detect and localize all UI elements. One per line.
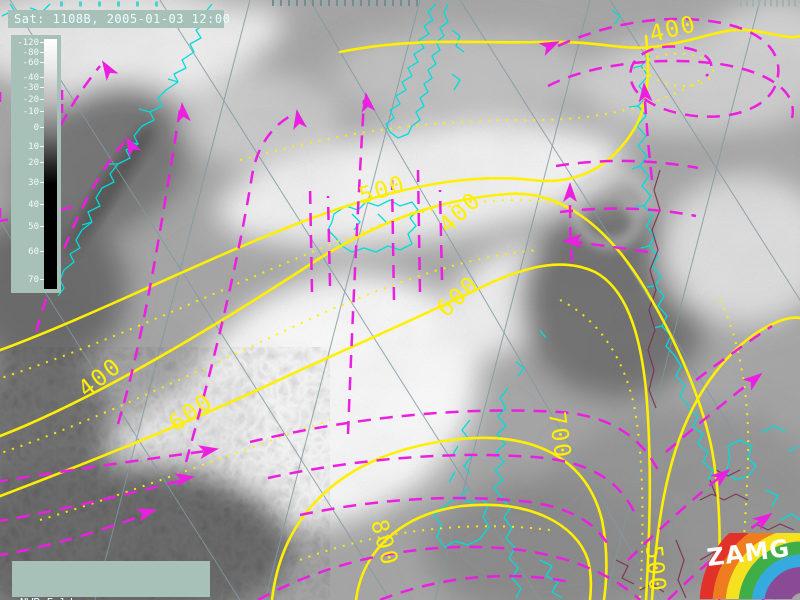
colorbar-tick: -20 xyxy=(22,95,45,105)
colorbar-tick: 60 xyxy=(28,247,44,257)
zamg-logo: ZAMG xyxy=(699,533,800,599)
colorbar-tick: 20 xyxy=(28,158,44,168)
nwp-line1: NWP Feld: xyxy=(20,595,210,600)
colorbar-tick: 30 xyxy=(28,178,44,188)
contour-label: 500 xyxy=(640,544,670,594)
colorbar-tick: -40 xyxy=(22,73,45,83)
colorbar-tick: 10 xyxy=(28,142,44,152)
header-label: Sat: 1108B, 2005-01-03 12:00 xyxy=(8,10,230,28)
coast-norway xyxy=(636,55,690,407)
coast-iceland xyxy=(327,199,419,253)
colorbar-tick: 0 xyxy=(33,123,45,133)
colorbar-gradient xyxy=(44,39,57,289)
contour-800-oval xyxy=(354,503,593,600)
colorbar-tick: 70 xyxy=(28,275,44,285)
colorbar-tick: 40 xyxy=(28,200,44,210)
contour-400-main xyxy=(0,192,721,600)
streamline-arrows xyxy=(101,41,773,531)
colorbar-tick: 50 xyxy=(28,222,44,232)
coast-britain xyxy=(493,387,522,599)
coast-svalbard xyxy=(385,3,449,139)
coast-denmark xyxy=(687,407,714,481)
contour-400-top xyxy=(338,28,800,54)
contour-500-southeast xyxy=(650,316,800,600)
colorbar-tick: -10 xyxy=(22,107,45,117)
coastline-layer xyxy=(1,3,800,599)
colorbar-tick: -30 xyxy=(22,83,45,93)
temperature-colorbar: -120 -80 -60 -40 -30 -20 -10 0 10 20 30 … xyxy=(11,35,61,293)
top-edge-ticks xyxy=(60,0,800,7)
coast-ireland xyxy=(433,496,490,548)
colorbar-tick: -80 xyxy=(22,48,45,58)
contour-dotted-layer xyxy=(0,52,750,600)
colorbar-tick: -60 xyxy=(22,58,45,68)
colorbar-tick: -120 xyxy=(17,38,44,48)
contour-500-north xyxy=(0,34,650,352)
nwp-field-label: NWP Feld: F05010312300 260/ 8 xyxy=(12,561,210,600)
